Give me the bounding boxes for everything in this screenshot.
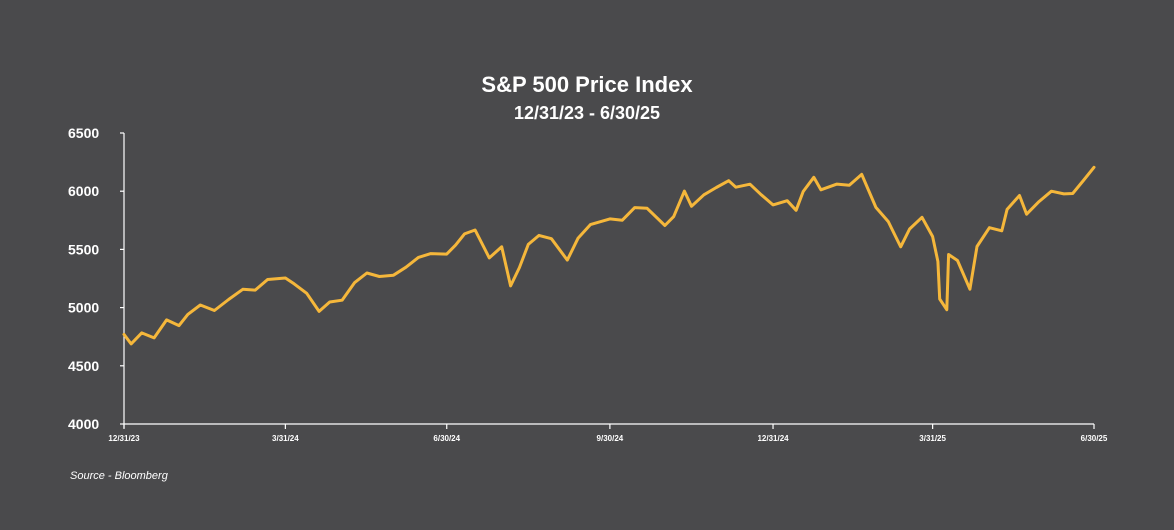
y-tick-label-5000: 5000: [68, 300, 99, 316]
x-tick-label-2: 6/30/24: [433, 434, 460, 443]
source-note: Source - Bloomberg: [70, 470, 168, 482]
x-tick-label-4: 12/31/24: [757, 434, 789, 443]
x-tick-label-6: 6/30/25: [1081, 434, 1108, 443]
y-axis: 6500 6000 5500 5000 4500 4000: [68, 125, 125, 432]
y-tick-label-4500: 4500: [68, 358, 99, 374]
y-tick-label-4000: 4000: [68, 416, 99, 432]
series-line-0: [122, 165, 1096, 346]
y-tick-label-5500: 5500: [68, 241, 99, 257]
y-tick-label-6500: 6500: [68, 125, 99, 141]
chart-subtitle: 12/31/23 - 6/30/25: [513, 103, 661, 123]
chart-title: S&P 500 Price Index: [481, 72, 693, 97]
x-tick-label-0: 12/31/23: [108, 434, 140, 443]
x-tick-label-5: 3/31/25: [919, 434, 946, 443]
x-tick-label-3: 9/30/24: [597, 434, 624, 443]
x-axis: 12/31/23 3/31/24 6/30/24 9/30/24 12/31/24 3/3…: [108, 423, 1108, 443]
series-area: [122, 165, 1096, 346]
y-tick-label-6000: 6000: [68, 183, 99, 199]
x-tick-label-1: 3/31/24: [272, 434, 299, 443]
